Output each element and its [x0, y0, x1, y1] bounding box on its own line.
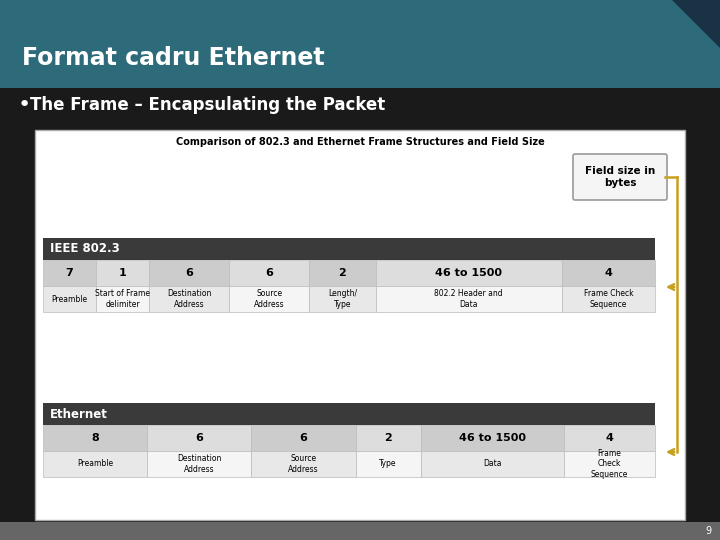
Bar — [150, 260, 229, 286]
Text: •: • — [18, 95, 31, 115]
Bar — [356, 451, 420, 477]
Bar — [309, 286, 376, 312]
Text: Preamble: Preamble — [52, 294, 88, 303]
Text: Ethernet: Ethernet — [50, 408, 108, 421]
FancyBboxPatch shape — [573, 154, 667, 200]
Text: 6: 6 — [300, 433, 307, 443]
Text: Comparison of 802.3 and Ethernet Frame Structures and Field Size: Comparison of 802.3 and Ethernet Frame S… — [176, 137, 544, 147]
Text: 4: 4 — [605, 268, 613, 278]
Bar — [43, 425, 147, 451]
Bar — [147, 425, 251, 451]
Bar — [356, 425, 420, 451]
Text: 2: 2 — [338, 268, 346, 278]
Text: Length/
Type: Length/ Type — [328, 289, 357, 309]
Bar — [309, 260, 376, 286]
Bar — [147, 451, 251, 477]
Text: 6: 6 — [186, 268, 193, 278]
Bar — [251, 425, 356, 451]
Bar — [564, 451, 655, 477]
Bar — [0, 522, 720, 540]
Bar — [43, 403, 655, 425]
Text: 8: 8 — [91, 433, 99, 443]
Bar — [420, 451, 564, 477]
Text: Source
Address: Source Address — [254, 289, 284, 309]
Text: 802.2 Header and
Data: 802.2 Header and Data — [434, 289, 503, 309]
Text: 9: 9 — [706, 526, 712, 536]
Bar — [96, 260, 150, 286]
Polygon shape — [672, 0, 720, 48]
Bar — [376, 286, 562, 312]
Text: IEEE 802.3: IEEE 802.3 — [50, 242, 120, 255]
Text: Source
Address: Source Address — [288, 454, 319, 474]
Bar — [562, 286, 655, 312]
Bar — [562, 260, 655, 286]
Bar — [43, 451, 147, 477]
Bar — [251, 451, 356, 477]
Text: The Frame – Encapsulating the Packet: The Frame – Encapsulating the Packet — [30, 96, 385, 114]
Text: Preamble: Preamble — [77, 460, 113, 469]
Text: Frame
Check
Sequence: Frame Check Sequence — [590, 449, 628, 479]
Bar — [35, 130, 685, 520]
Text: 7: 7 — [66, 268, 73, 278]
Bar — [229, 286, 309, 312]
Bar — [376, 260, 562, 286]
Bar — [420, 425, 564, 451]
Text: Type: Type — [379, 460, 397, 469]
Text: Format cadru Ethernet: Format cadru Ethernet — [22, 46, 325, 70]
Text: Data: Data — [483, 460, 502, 469]
Bar — [229, 260, 309, 286]
Text: 6: 6 — [195, 433, 203, 443]
Bar — [43, 260, 96, 286]
Text: Frame Check
Sequence: Frame Check Sequence — [584, 289, 634, 309]
Text: 2: 2 — [384, 433, 392, 443]
Text: Destination
Address: Destination Address — [167, 289, 212, 309]
Bar — [564, 425, 655, 451]
Text: 6: 6 — [265, 268, 273, 278]
Bar — [43, 286, 96, 312]
Text: Start of Frame
delimiter: Start of Frame delimiter — [95, 289, 150, 309]
Bar — [150, 286, 229, 312]
Bar — [0, 0, 720, 88]
Text: Destination
Address: Destination Address — [177, 454, 222, 474]
Text: 4: 4 — [606, 433, 613, 443]
Text: 1: 1 — [119, 268, 127, 278]
Text: 46 to 1500: 46 to 1500 — [459, 433, 526, 443]
Text: 46 to 1500: 46 to 1500 — [435, 268, 503, 278]
Bar — [43, 238, 655, 260]
Text: Field size in
bytes: Field size in bytes — [585, 166, 655, 188]
Bar — [96, 286, 150, 312]
